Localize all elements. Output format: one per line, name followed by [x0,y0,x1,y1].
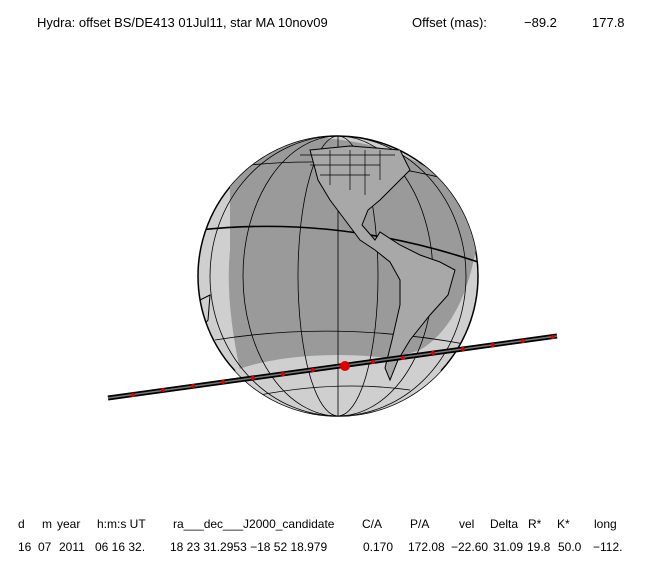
column-header: long [594,517,617,531]
cell: −112. [593,540,622,554]
offset-y: 177.8 [592,15,625,30]
cell: 2011 [59,540,85,554]
cell: 19.8 [527,540,551,554]
cell: 172.08 [408,540,445,554]
column-header: h:m:s UT [97,517,146,531]
cell: 50.0 [558,540,582,554]
cell: 31.09 [493,540,523,554]
cell: 18 23 31.2953 −18 52 18.979 [170,540,327,554]
title: Hydra: offset BS/DE413 01Jul11, star MA … [37,15,328,30]
column-header: ra___dec___J2000_candidate [173,517,335,531]
cell: 16 [18,540,32,554]
column-header: Delta [490,517,518,531]
column-header: vel [459,517,474,531]
cell: 07 [38,540,52,554]
column-header: P/A [410,517,429,531]
column-header: R* [528,517,542,531]
shadow-track [107,333,558,401]
cell: −22.60 [451,540,488,554]
column-header: year [57,517,80,531]
globe [197,135,479,417]
table-header: d m year h:m:s UT ra___dec___J2000_candi… [18,517,617,531]
column-header: m [42,517,52,531]
table-row: 16 07 2011 06 16 32. 18 23 31.2953 −18 5… [18,540,622,554]
cell: 0.170 [363,540,393,554]
offset-label: Offset (mas): [412,15,487,30]
column-header: C/A [362,517,382,531]
column-header: d [18,517,25,531]
cell: 06 16 32. [95,540,145,554]
offset-x: −89.2 [524,15,557,30]
column-header: K* [557,517,570,531]
